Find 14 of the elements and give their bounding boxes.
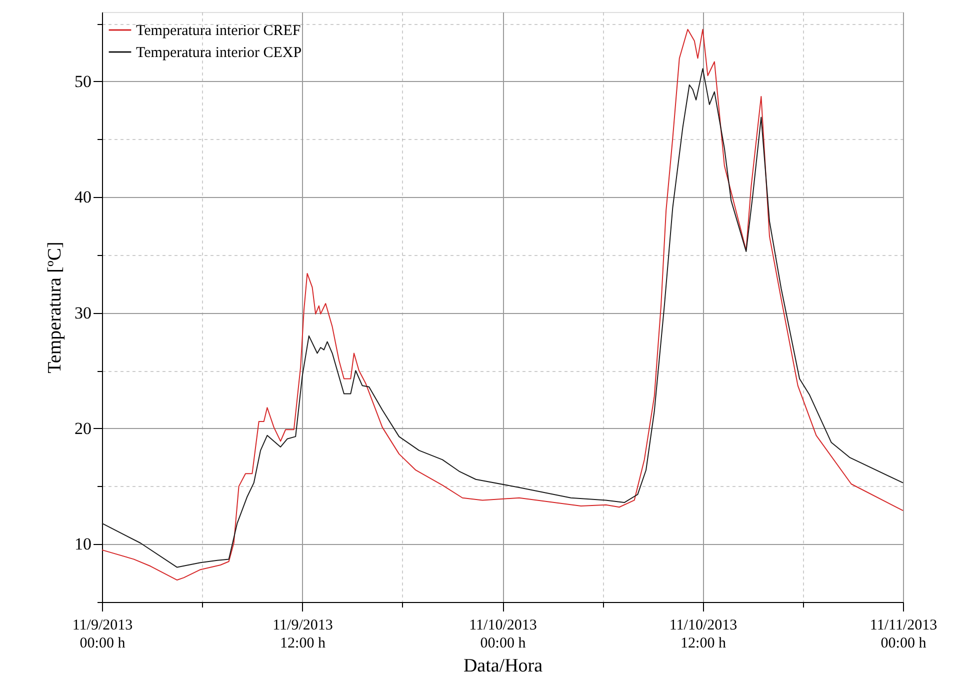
x-tick-label: 11/10/2013 00:00 h [469,618,537,652]
y-axis-title: Temperatura [ºC] [44,242,66,374]
x-tick-label: 11/9/2013 12:00 h [272,618,333,652]
x-tick-label: 11/10/2013 12:00 h [669,618,738,652]
legend-label: Temperatura interior CEXP [136,45,302,61]
y-tick-label: 10 [74,534,92,554]
y-tick-label: 20 [74,418,92,438]
x-tick-label: 11/11/2013 00:00 h [870,618,938,652]
x-tick-label: 11/9/2013 00:00 h [72,618,133,652]
y-tick-label: 40 [74,188,92,207]
y-tick-label: 50 [74,72,92,91]
legend-label: Temperatura interior CREF [136,23,301,39]
y-tick-label: 30 [74,303,92,322]
x-axis-title: Data/Hora [463,656,544,676]
